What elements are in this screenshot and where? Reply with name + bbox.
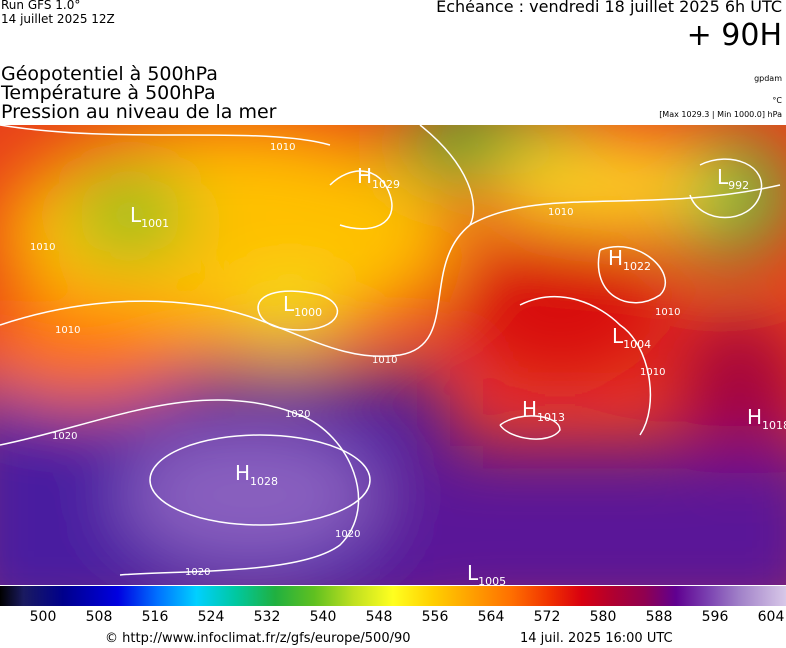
isobar-label: 1020 — [185, 567, 210, 578]
pressure-center: H1028 — [235, 461, 278, 488]
isobar-label: 1010 — [30, 242, 55, 253]
colorbar-tick: 604 — [757, 609, 785, 625]
colorbar-tick: 596 — [701, 609, 729, 625]
center-value: 1000 — [294, 306, 322, 319]
pressure-center: L992 — [717, 165, 749, 192]
colorbar-tick: 524 — [197, 609, 225, 625]
colorbar-tick: 508 — [85, 609, 113, 625]
center-kind: H — [235, 461, 250, 485]
center-kind: H — [357, 164, 372, 188]
echeance: Echéance : vendredi 18 juillet 2025 6h U… — [436, 0, 782, 16]
lead-time: + 90H — [686, 18, 782, 53]
center-kind: L — [283, 292, 295, 316]
center-value: 1018 — [762, 419, 786, 432]
isobar-label: 1020 — [335, 529, 360, 540]
pressure-center: L1005 — [467, 561, 506, 585]
run: Run GFS 1.0° — [1, 0, 81, 12]
center-value: 1022 — [623, 260, 651, 273]
isobar-label: 1010 — [548, 207, 573, 218]
pressure-center: H1018 — [747, 405, 786, 432]
center-value: 1029 — [372, 178, 400, 191]
center-kind: L — [130, 203, 142, 227]
center-value: 1005 — [478, 575, 506, 585]
colorbar — [0, 586, 786, 606]
colorbar-tick: 564 — [477, 609, 505, 625]
colorbar-tick: 548 — [365, 609, 393, 625]
center-value: 1013 — [537, 411, 565, 424]
center-value: 1028 — [250, 475, 278, 488]
colorbar-tick: 588 — [645, 609, 673, 625]
colorbar-tick: 532 — [253, 609, 281, 625]
temperature-field — [0, 125, 786, 585]
isobar-label: 1010 — [655, 307, 680, 318]
unit: [Max 1029.3 | Min 1000.0] hPa — [659, 110, 782, 119]
unit: °C — [772, 96, 782, 105]
isobar-label: 1020 — [52, 431, 77, 442]
pressure-center: H1022 — [608, 246, 651, 273]
layer: Pression au niveau de la mer — [1, 101, 277, 123]
center-kind: L — [467, 561, 479, 585]
isobar-label: 1010 — [640, 367, 665, 378]
isobar-label: 1010 — [55, 325, 80, 336]
center-kind: L — [717, 165, 729, 189]
center-value: 992 — [728, 179, 749, 192]
footer-time: 14 juil. 2025 16:00 UTC — [520, 631, 673, 646]
isobars — [0, 125, 781, 576]
center-kind: H — [747, 405, 762, 429]
layer: Température à 500hPa — [1, 82, 216, 104]
map: L1001H1029L992H1022L1000L1004H1013H1018H… — [0, 125, 786, 585]
footer-url: © http://www.infoclimat.fr/z/gfs/europe/… — [105, 631, 411, 646]
colorbar-tick: 556 — [421, 609, 449, 625]
colorbar-tick: 540 — [309, 609, 337, 625]
pressure-center: H1013 — [522, 397, 565, 424]
layer: Géopotentiel à 500hPa — [1, 63, 218, 85]
pressure-center: H1029 — [357, 164, 400, 191]
center-kind: L — [612, 324, 624, 348]
center-value: 1001 — [141, 217, 169, 230]
center-kind: H — [522, 397, 537, 421]
center-kind: H — [608, 246, 623, 270]
pressure-center: L1001 — [130, 203, 169, 230]
colorbar-tick: 572 — [533, 609, 561, 625]
isobar-label: 1010 — [372, 355, 397, 366]
colorbar-tick: 500 — [29, 609, 57, 625]
isobar-label: 1010 — [270, 142, 295, 153]
pressure-center: L1000 — [283, 292, 322, 319]
pressure-center: L1004 — [612, 324, 651, 351]
isobar-label: 1020 — [285, 409, 310, 420]
run-date: 14 juillet 2025 12Z — [1, 12, 115, 26]
colorbar-tick: 516 — [141, 609, 169, 625]
colorbar-tick: 580 — [589, 609, 617, 625]
unit: gpdam — [754, 74, 782, 83]
center-value: 1004 — [623, 338, 651, 351]
